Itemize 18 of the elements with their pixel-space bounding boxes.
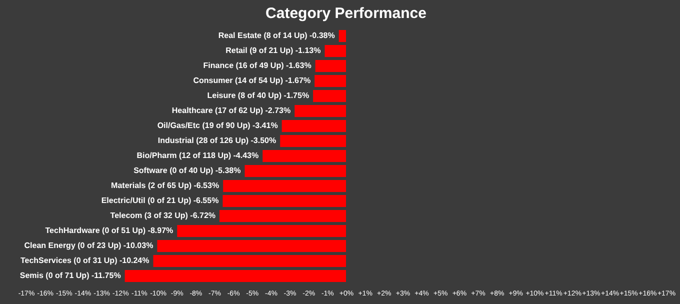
y-tick-label: Retail (9 of 21 Up) -1.13%: [226, 46, 321, 55]
y-tick-label: TechServices (0 of 31 Up) -10.24%: [20, 256, 150, 265]
y-tick-label: Software (0 of 40 Up) -5.38%: [134, 166, 241, 175]
y-tick-label: Telecom (3 of 32 Up) -6.72%: [110, 211, 216, 220]
y-tick-label: Clean Energy (0 of 23 Up) -10.03%: [24, 241, 154, 250]
y-tick-label: Materials (2 of 65 Up) -6.53%: [111, 181, 220, 190]
chart-title: Category Performance: [266, 5, 426, 22]
y-tick-label: TechHardware (0 of 51 Up) -8.97%: [45, 226, 174, 235]
y-tick-label: Electric/Util (0 of 21 Up) -6.55%: [101, 196, 219, 205]
y-tick-label: Healthcare (17 of 62 Up) -2.73%: [172, 106, 291, 115]
y-tick-label: Finance (16 of 49 Up) -1.63%: [203, 61, 312, 70]
y-tick-label: Oil/Gas/Etc (19 of 90 Up) -3.41%: [157, 121, 278, 130]
y-tick-label: Industrial (28 of 126 Up) -3.50%: [158, 136, 276, 145]
y-tick-label: Semis (0 of 71 Up) -11.75%: [20, 271, 121, 280]
y-tick-label: Leisure (8 of 40 Up) -1.75%: [207, 91, 310, 100]
y-tick-label: Bio/Pharm (12 of 118 Up) -4.43%: [136, 151, 259, 160]
y-tick-label: Consumer (14 of 54 Up) -1.67%: [193, 76, 311, 85]
y-tick-label: Real Estate (8 of 14 Up) -0.38%: [218, 31, 335, 40]
